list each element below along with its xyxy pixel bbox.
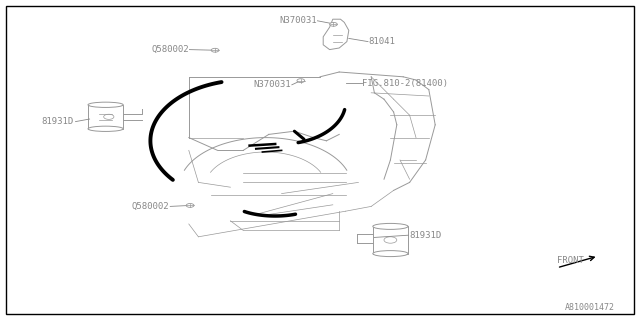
Ellipse shape bbox=[372, 251, 408, 257]
Text: A810001472: A810001472 bbox=[564, 303, 614, 312]
Text: 81041: 81041 bbox=[368, 37, 395, 46]
Text: Q580002: Q580002 bbox=[151, 45, 189, 54]
Text: FRONT: FRONT bbox=[557, 256, 584, 265]
Circle shape bbox=[330, 22, 337, 26]
Circle shape bbox=[297, 79, 305, 83]
Text: N370031: N370031 bbox=[253, 80, 291, 89]
Bar bbox=[372, 227, 408, 253]
Ellipse shape bbox=[88, 126, 124, 132]
Text: Q580002: Q580002 bbox=[132, 202, 170, 211]
Text: 81931D: 81931D bbox=[410, 231, 442, 240]
Text: N370031: N370031 bbox=[279, 16, 317, 25]
Text: 81931D: 81931D bbox=[42, 117, 74, 126]
Bar bbox=[88, 105, 123, 129]
Circle shape bbox=[211, 48, 219, 52]
Ellipse shape bbox=[372, 223, 408, 229]
Circle shape bbox=[186, 204, 194, 207]
Ellipse shape bbox=[88, 102, 124, 108]
Text: FIG.810-2(81400): FIG.810-2(81400) bbox=[362, 79, 447, 88]
